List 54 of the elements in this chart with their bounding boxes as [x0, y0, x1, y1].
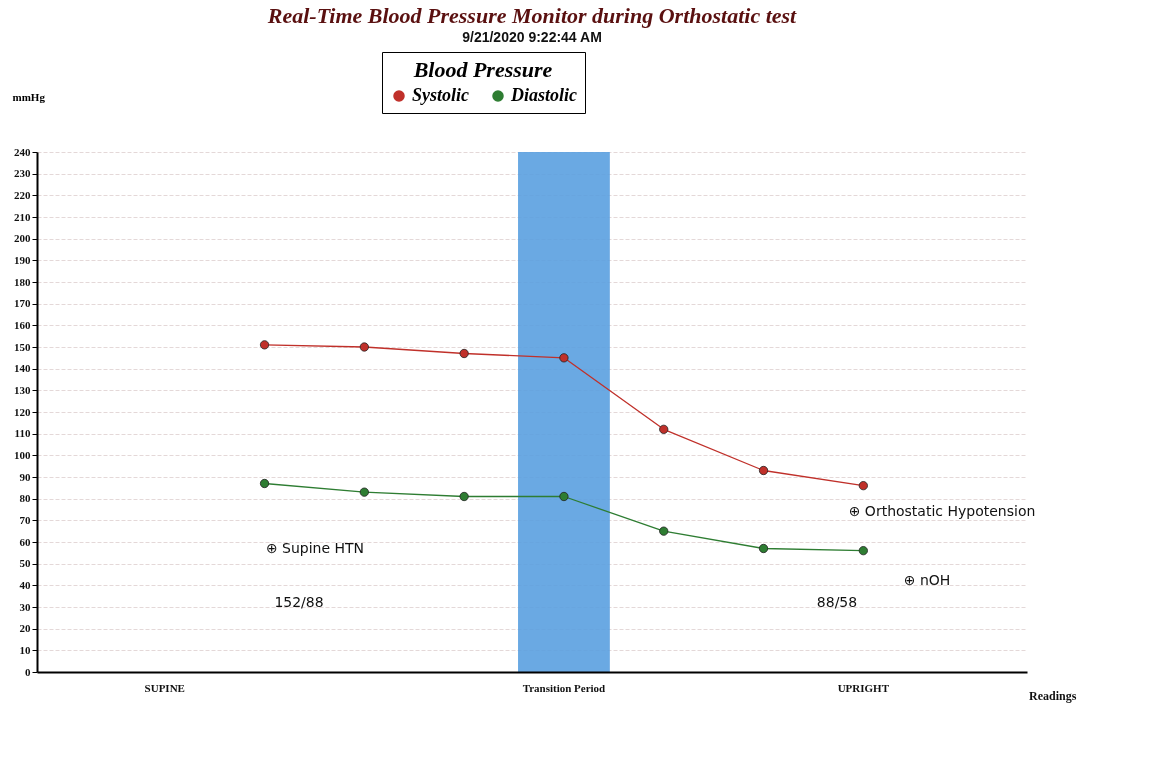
- y-tick-label: 10: [19, 643, 31, 656]
- y-tick-label: 130: [14, 383, 31, 396]
- y-tick-label: 190: [14, 253, 31, 266]
- legend-label: Systolic: [412, 85, 470, 105]
- point: [359, 487, 369, 497]
- y-tick-label: 110: [14, 427, 31, 440]
- y-tick-label: 20: [19, 622, 31, 635]
- point: [559, 491, 569, 502]
- annotation: ⊕ nOH: [903, 572, 951, 588]
- annotation: ⊕ Orthostatic Hypotension: [848, 502, 1036, 519]
- point: [758, 465, 769, 476]
- y-tick-label: 0: [25, 665, 31, 678]
- y-tick-label: 210: [14, 210, 31, 223]
- x-tick-label: Transition Period: [522, 681, 606, 694]
- y-tick-label: 160: [14, 318, 31, 331]
- point: [259, 340, 270, 350]
- point: [758, 543, 769, 554]
- annotation: 88/58: [816, 593, 858, 610]
- point: [259, 478, 270, 489]
- x-tick-label: SUPINE: [144, 681, 185, 694]
- y-tick-label: 150: [14, 340, 31, 353]
- y-tick-label: 90: [19, 470, 31, 483]
- legend-title: Blood Pressure: [412, 57, 553, 82]
- annotation: 152/88: [274, 593, 324, 610]
- y-tick-label: 70: [19, 513, 31, 526]
- x-tick-label: UPRIGHT: [837, 681, 890, 694]
- point: [459, 348, 469, 359]
- y-tick-label: 80: [19, 492, 31, 505]
- y-tick-label: 220: [14, 188, 31, 201]
- y-tick-label: 170: [14, 297, 31, 310]
- chart-title: Real-Time Blood Pressure Monitor during Orthostatic test: [266, 2, 798, 28]
- point: [858, 546, 868, 556]
- y-tick-label: 240: [14, 145, 31, 158]
- y-tick-label: 180: [14, 275, 31, 288]
- y-tick-label: 230: [14, 167, 31, 180]
- point: [359, 342, 369, 352]
- legend-label: Diastolic: [510, 85, 578, 105]
- annotation: ⊕ Supine HTN: [265, 539, 365, 556]
- point: [659, 424, 669, 434]
- point: [858, 481, 868, 491]
- y-tick-label: 140: [14, 362, 31, 375]
- y-axis-title: mmHg: [12, 90, 46, 103]
- y-tick-label: 120: [14, 405, 31, 418]
- point: [459, 491, 469, 502]
- point: [659, 526, 669, 536]
- point: [559, 353, 569, 363]
- y-tick-label: 200: [14, 232, 31, 245]
- y-tick-label: 100: [14, 448, 31, 461]
- y-tick-label: 60: [19, 535, 31, 548]
- y-tick-label: 30: [19, 600, 31, 613]
- chart-subtitle: 9/21/2020 9:22:44 AM: [462, 28, 602, 45]
- y-tick-label: 50: [19, 557, 31, 570]
- y-tick-label: 40: [19, 578, 31, 591]
- text: Readings: [1029, 689, 1077, 703]
